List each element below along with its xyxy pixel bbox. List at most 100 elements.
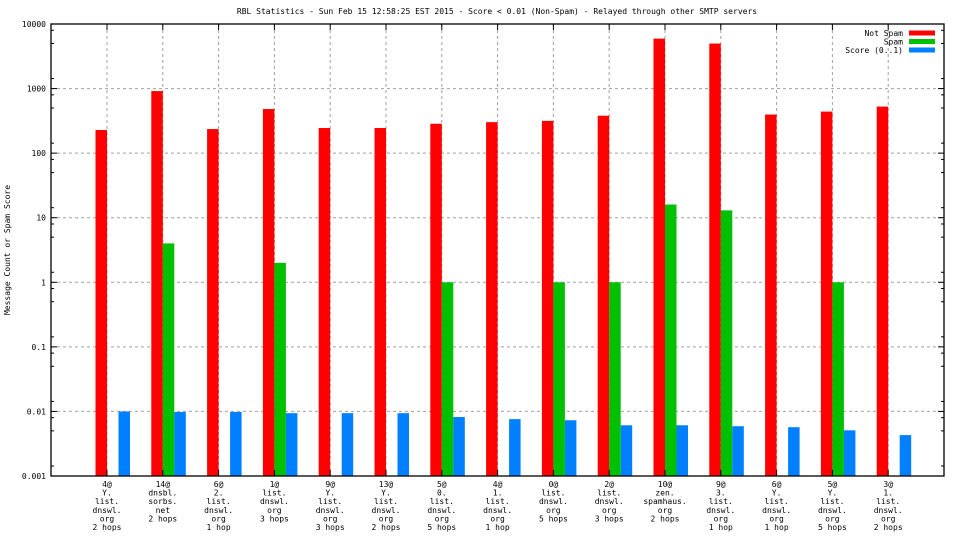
bar-not-spam xyxy=(765,114,777,476)
x-tick-label-line: 3 hops xyxy=(260,514,289,523)
x-tick-label-line: list. xyxy=(541,489,565,498)
x-tick-label-line: dnswl. xyxy=(93,506,122,515)
bar-not-spam xyxy=(541,120,554,476)
bar-score xyxy=(118,411,130,476)
bar-not-spam xyxy=(430,123,442,476)
bar-spam xyxy=(720,210,733,476)
bar-score xyxy=(899,435,912,476)
x-tick-label-line: 3 hops xyxy=(316,523,345,532)
bar-not-spam xyxy=(486,122,498,476)
bar-spam xyxy=(832,282,844,476)
x-tick-label-line: org xyxy=(211,514,226,523)
x-tick-label-line: 2 hops xyxy=(372,523,401,532)
bar-spam xyxy=(665,204,677,476)
bar-not-spam xyxy=(876,106,889,477)
x-tick-label-line: 4@ xyxy=(102,480,112,489)
x-tick-label-line: 3 hops xyxy=(595,514,624,523)
x-tick-label-line: list. xyxy=(765,497,789,506)
y-tick-label: 1000 xyxy=(27,85,46,94)
x-tick-label-line: org xyxy=(435,514,450,523)
bar-not-spam xyxy=(151,91,163,476)
x-tick-label-line: 6@ xyxy=(214,480,224,489)
bar-score xyxy=(397,413,409,476)
y-tick-label: 100 xyxy=(32,149,47,158)
x-tick-label-line: 5 hops xyxy=(427,523,456,532)
x-tick-label-line: dnswl. xyxy=(483,506,512,515)
bars xyxy=(95,38,912,477)
x-tick-label-line: 1. xyxy=(883,489,893,498)
x-tick-label-line: 3@ xyxy=(883,480,893,489)
x-tick-label-line: list. xyxy=(430,497,454,506)
x-tick-label-line: 13@ xyxy=(379,480,394,489)
x-tick-label-line: 2 hops xyxy=(148,514,177,523)
y-tick-label: 1 xyxy=(41,278,46,287)
x-tick-label-line: org xyxy=(546,506,561,515)
x-tick-label-line: org xyxy=(379,514,394,523)
x-tick-label-line: 9@ xyxy=(325,480,335,489)
x-tick-label-line: 1 hop xyxy=(765,523,789,532)
bar-spam xyxy=(441,282,454,476)
x-tick-label-line: list. xyxy=(207,497,231,506)
x-tick-label-line: org xyxy=(881,514,896,523)
x-tick-label-line: 6@ xyxy=(772,480,782,489)
x-tick-label-line: dnswl. xyxy=(260,497,289,506)
x-tick-label-line: 1 hop xyxy=(486,523,510,532)
x-tick-label-line: 10@ xyxy=(658,480,673,489)
bar-score xyxy=(788,427,800,476)
x-tick-label-line: 5@ xyxy=(828,480,838,489)
bar-score xyxy=(843,430,856,476)
x-tick-label-line: list. xyxy=(597,489,621,498)
bar-not-spam xyxy=(820,111,833,476)
legend-label: Score (0..1) xyxy=(845,46,903,55)
x-tick-label-line: dnswl. xyxy=(818,506,847,515)
bar-score xyxy=(341,413,354,476)
legend-swatch xyxy=(909,47,935,53)
x-tick-label-line: sorbs. xyxy=(148,497,177,506)
x-tick-label-line: list. xyxy=(820,497,844,506)
x-tick-label-line: 2. xyxy=(214,489,224,498)
x-tick-label-line: Y. xyxy=(381,489,391,498)
y-tick-label: 10 xyxy=(36,214,46,223)
x-tick-label-line: org xyxy=(100,514,115,523)
bar-score xyxy=(285,413,298,476)
x-tick-label-line: 0@ xyxy=(549,480,559,489)
x-tick-label-line: 1 hop xyxy=(207,523,231,532)
bar-spam xyxy=(553,282,565,476)
x-tick-label-line: Y. xyxy=(102,489,112,498)
x-tick-label-line: 3. xyxy=(716,489,726,498)
chart-title: RBL Statistics - Sun Feb 15 12:58:25 EST… xyxy=(237,7,757,16)
x-tick-label-line: org xyxy=(658,506,673,515)
x-tick-label-line: Y. xyxy=(772,489,782,498)
x-tick-label-line: list. xyxy=(318,497,342,506)
x-tick-label-line: list. xyxy=(95,497,119,506)
x-tick-label-line: 5@ xyxy=(437,480,447,489)
y-tick-label: 0.1 xyxy=(32,343,47,352)
x-tick-label-line: org xyxy=(602,506,617,515)
y-axis-label: Message Count or Spam Score xyxy=(3,185,12,315)
x-tick-label-line: org xyxy=(323,514,338,523)
x-tick-label-line: dnswl. xyxy=(427,506,456,515)
x-tick-label-line: dnswl. xyxy=(762,506,791,515)
axes xyxy=(50,23,945,477)
y-tick-label: 0.001 xyxy=(22,472,46,481)
x-tick-label-line: net xyxy=(156,506,171,515)
bar-score xyxy=(732,426,744,476)
bar-not-spam xyxy=(653,38,665,476)
x-tick-label-line: zen. xyxy=(655,489,674,498)
x-tick-label-line: org xyxy=(267,506,282,515)
x-tick-label-line: org xyxy=(825,514,840,523)
